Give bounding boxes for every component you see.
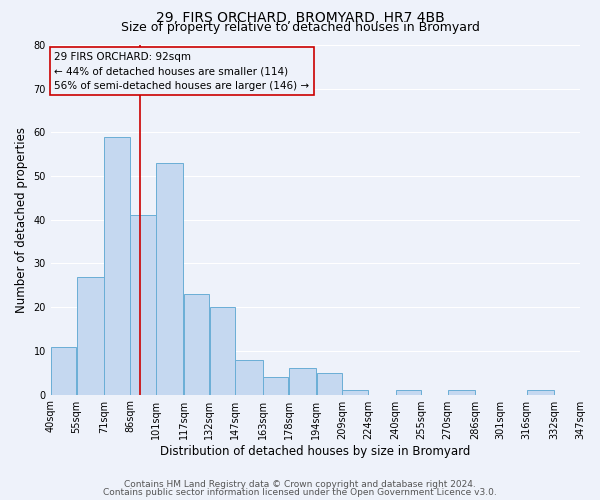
Bar — [184, 294, 209, 394]
Bar — [156, 163, 183, 394]
Bar — [289, 368, 316, 394]
Text: Size of property relative to detached houses in Bromyard: Size of property relative to detached ho… — [121, 22, 479, 35]
Bar — [130, 216, 155, 394]
Bar — [209, 307, 235, 394]
Bar — [343, 390, 368, 394]
Bar — [263, 377, 289, 394]
Y-axis label: Number of detached properties: Number of detached properties — [15, 127, 28, 313]
Bar — [51, 346, 76, 395]
Bar — [317, 372, 342, 394]
Text: Contains HM Land Registry data © Crown copyright and database right 2024.: Contains HM Land Registry data © Crown c… — [124, 480, 476, 489]
Bar — [527, 390, 554, 394]
Bar — [235, 360, 263, 394]
Bar — [396, 390, 421, 394]
Text: 29, FIRS ORCHARD, BROMYARD, HR7 4BB: 29, FIRS ORCHARD, BROMYARD, HR7 4BB — [155, 11, 445, 25]
Text: Contains public sector information licensed under the Open Government Licence v3: Contains public sector information licen… — [103, 488, 497, 497]
Bar — [77, 276, 104, 394]
Text: 29 FIRS ORCHARD: 92sqm
← 44% of detached houses are smaller (114)
56% of semi-de: 29 FIRS ORCHARD: 92sqm ← 44% of detached… — [54, 52, 310, 91]
Bar — [448, 390, 475, 394]
X-axis label: Distribution of detached houses by size in Bromyard: Distribution of detached houses by size … — [160, 444, 470, 458]
Bar — [104, 137, 130, 394]
